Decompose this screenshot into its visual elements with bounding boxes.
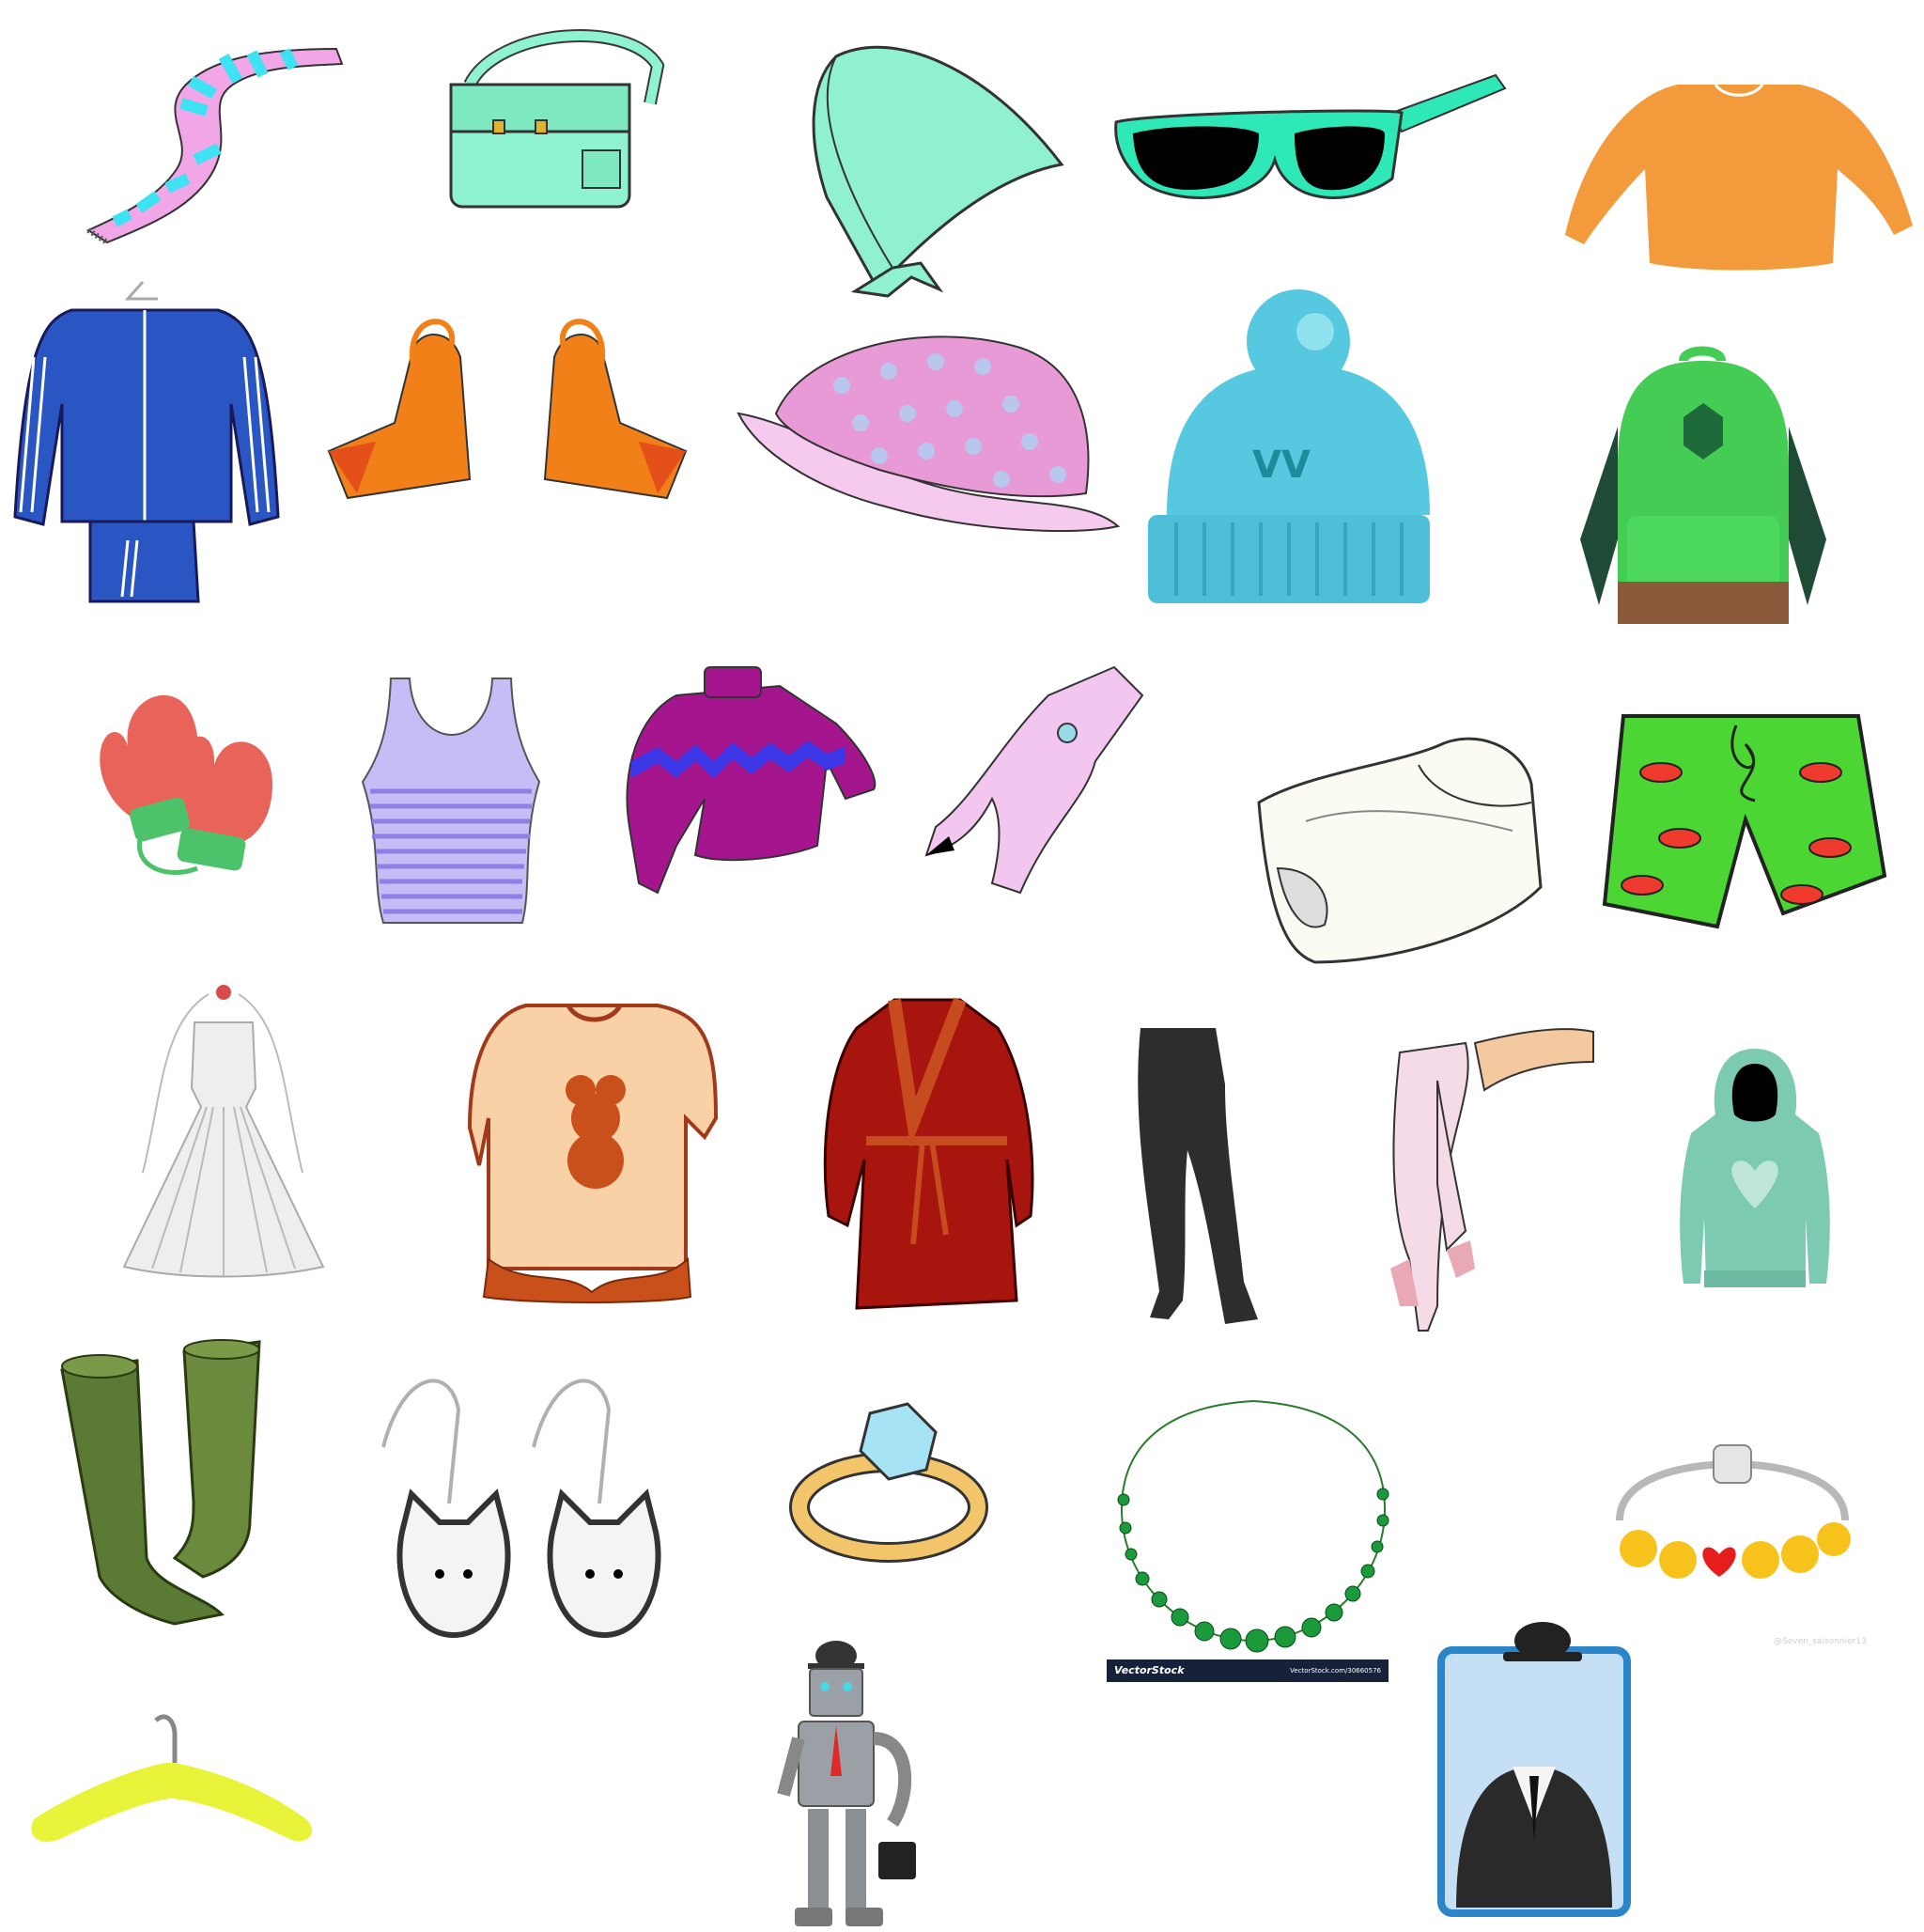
pink-tights-icon <box>1381 1024 1597 1332</box>
swim-shorts-icon <box>1602 714 1887 929</box>
rain-boots-icon <box>60 1339 261 1628</box>
wedding-dress-icon <box>122 985 325 1280</box>
tank-top-icon <box>361 678 541 924</box>
beanie-label: VV <box>1252 444 1311 487</box>
charm-bracelet-icon <box>1601 1444 1860 1588</box>
purple-sweater-icon <box>620 658 879 911</box>
emerald-necklace-icon <box>1112 1396 1394 1656</box>
watermark-url: VectorStock.com/30660576 <box>1290 1667 1381 1675</box>
robot-icon <box>770 1635 938 1932</box>
mittens-icon <box>94 680 278 880</box>
headscarf-icon <box>799 38 1071 298</box>
diaper-icon <box>1249 727 1543 981</box>
bathrobe-icon <box>819 997 1037 1310</box>
beanie-icon: VV <box>1148 289 1449 603</box>
watermark-brand: VectorStock <box>1114 1664 1185 1676</box>
tracksuit-icon <box>6 281 284 606</box>
suit-card-icon <box>1437 1622 1631 1917</box>
baby-romper-icon <box>924 658 1148 895</box>
hoodie-icon <box>1678 1049 1832 1289</box>
shoulder-bag-icon <box>442 28 667 216</box>
diamond-ring-icon <box>789 1402 990 1566</box>
polka-dot-hat-icon <box>737 329 1121 533</box>
faint-credit-watermark: @Seven_saisonnier13 <box>1774 1637 1867 1646</box>
cat-earrings-icon <box>374 1353 684 1663</box>
scarf-icon <box>83 38 346 245</box>
teddy-nightgown-icon <box>467 987 722 1304</box>
backpack-icon <box>1580 346 1826 624</box>
orange-sweater-icon <box>1565 75 1915 273</box>
clothes-hanger-icon <box>24 1697 318 1847</box>
sunglasses-icon <box>1110 66 1514 216</box>
vectorstock-watermark: VectorStock VectorStock.com/30660576 <box>1107 1659 1389 1682</box>
platform-sandals-icon <box>319 310 695 500</box>
black-tights-icon <box>1131 1028 1263 1329</box>
